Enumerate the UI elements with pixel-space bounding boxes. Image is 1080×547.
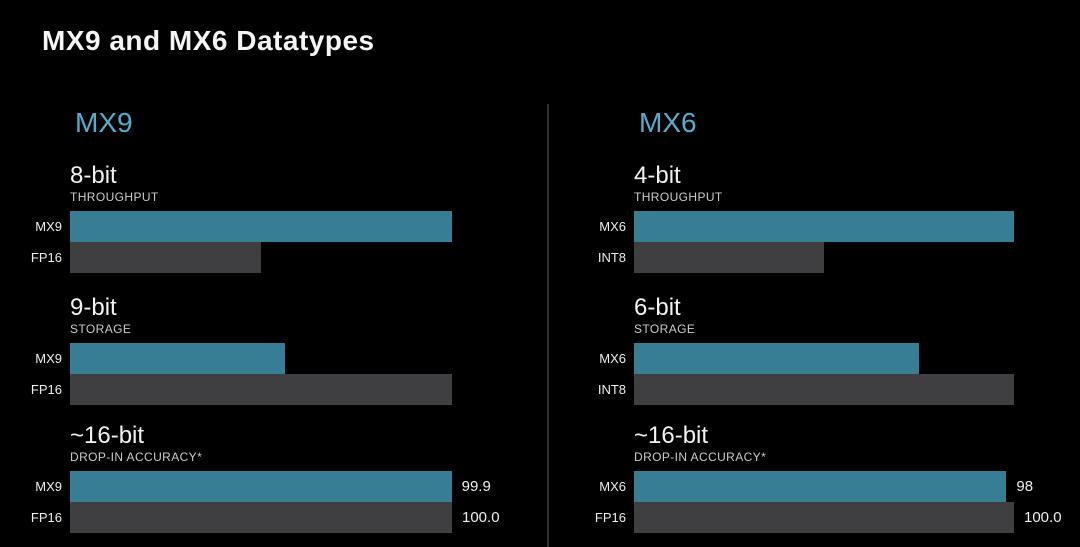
chart-group-mx6-throughput: 4-bit THROUGHPUT MX6 INT8 — [598, 162, 1014, 273]
row-label: INT8 — [597, 250, 626, 265]
chart-group-mx6-accuracy: ~16-bit DROP-IN ACCURACY* MX6 98 FP16 10… — [595, 422, 1062, 533]
group-title: 4-bit — [634, 162, 681, 189]
bar-row: INT8 — [598, 374, 1014, 405]
row-label: FP16 — [594, 510, 626, 525]
bar-value-label: 100.0 — [462, 509, 500, 526]
bar-mx9 — [70, 211, 452, 242]
group-subtitle: DROP-IN ACCURACY* — [70, 450, 203, 464]
group-title: ~16-bit — [634, 422, 709, 449]
group-subtitle: STORAGE — [70, 322, 132, 336]
row-label: MX9 — [35, 351, 62, 366]
row-label: MX6 — [599, 219, 626, 234]
row-label: FP16 — [30, 510, 62, 525]
bar-mx6 — [634, 211, 1014, 242]
chart-group-mx6-storage: 6-bit STORAGE MX6 INT8 — [598, 294, 1014, 405]
bar-fp16 — [70, 374, 452, 405]
panel-mx9-header: MX9 — [75, 107, 133, 138]
bar-row: FP16 100.0 — [595, 502, 1062, 533]
group-title: ~16-bit — [70, 422, 145, 449]
bar-row: FP16 — [31, 374, 452, 405]
group-subtitle: DROP-IN ACCURACY* — [634, 450, 767, 464]
bar-row: MX6 — [599, 211, 1014, 242]
bar-row: MX9 — [35, 343, 452, 374]
bar-row: MX6 98 — [599, 471, 1033, 502]
chart-group-mx9-storage: 9-bit STORAGE MX9 FP16 — [31, 294, 452, 405]
row-label: FP16 — [30, 250, 62, 265]
chart-group-mx9-throughput: 8-bit THROUGHPUT MX9 FP16 — [31, 162, 452, 273]
group-title: 8-bit — [70, 162, 117, 189]
bar-row: FP16 100.0 — [31, 502, 500, 533]
bar-int8 — [634, 242, 824, 273]
bar-mx9 — [70, 343, 285, 374]
bar-row: INT8 — [598, 242, 1014, 273]
group-title: 9-bit — [70, 294, 117, 321]
group-subtitle: THROUGHPUT — [634, 190, 723, 204]
bar-value-label: 100.0 — [1024, 509, 1062, 526]
row-label: FP16 — [30, 382, 62, 397]
group-title: 6-bit — [634, 294, 681, 321]
bar-fp16 — [70, 242, 261, 273]
row-label: MX6 — [599, 351, 626, 366]
group-subtitle: STORAGE — [634, 322, 696, 336]
chart-group-mx9-accuracy: ~16-bit DROP-IN ACCURACY* MX9 99.9 FP16 … — [31, 422, 500, 533]
bar-int8 — [634, 374, 1014, 405]
panel-mx6-header: MX6 — [639, 107, 697, 138]
bar-rows: MX9 FP16 — [31, 343, 452, 405]
bar-rows: MX6 INT8 — [598, 343, 1014, 405]
panel-divider — [547, 104, 549, 547]
bar-mx6 — [634, 471, 1007, 502]
bar-value-label: 98 — [1016, 478, 1034, 495]
bar-fp16 — [70, 502, 452, 533]
bar-rows: MX6 98 FP16 100.0 — [595, 471, 1062, 533]
row-label: MX9 — [35, 479, 62, 494]
bar-row: MX6 — [599, 343, 1014, 374]
row-label: MX9 — [35, 219, 62, 234]
bar-mx6 — [634, 343, 919, 374]
bar-rows: MX9 99.9 FP16 100.0 — [31, 471, 500, 533]
group-subtitle: THROUGHPUT — [70, 190, 159, 204]
panel-mx6: MX6 4-bit THROUGHPUT MX6 INT8 6-bit STOR… — [595, 105, 1062, 547]
row-label: MX6 — [599, 479, 626, 494]
bar-rows: MX9 FP16 — [31, 211, 452, 273]
bar-fp16 — [634, 502, 1014, 533]
bar-value-label: 99.9 — [461, 478, 491, 495]
bar-row: MX9 99.9 — [35, 471, 491, 502]
bar-mx9 — [70, 471, 452, 502]
panel-mx9: MX9 8-bit THROUGHPUT MX9 FP16 9-bit STOR… — [31, 105, 500, 547]
row-label: INT8 — [597, 382, 626, 397]
bar-row: FP16 — [31, 242, 452, 273]
bar-row: MX9 — [35, 211, 452, 242]
page-title: MX9 and MX6 Datatypes — [42, 25, 375, 56]
bar-rows: MX6 INT8 — [598, 211, 1014, 273]
